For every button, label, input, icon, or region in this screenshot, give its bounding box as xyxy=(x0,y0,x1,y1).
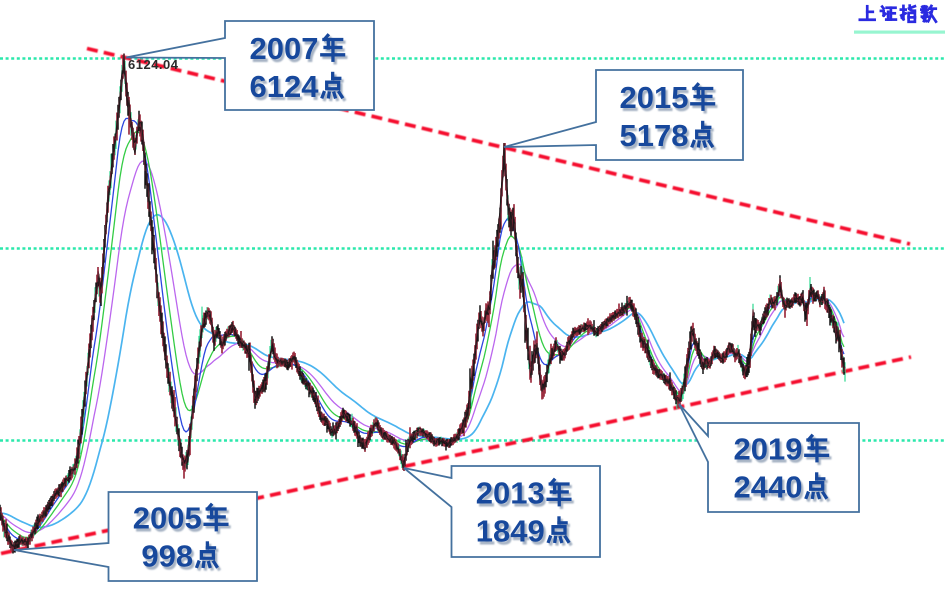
svg-text:1849: 1849 xyxy=(476,514,545,549)
svg-text:2005: 2005 xyxy=(135,503,204,538)
svg-text:6124: 6124 xyxy=(252,72,322,107)
svg-text:5178: 5178 xyxy=(622,121,691,156)
svg-text:998: 998 xyxy=(144,541,196,576)
svg-text:5178: 5178 xyxy=(620,118,689,153)
svg-text:2019: 2019 xyxy=(734,432,803,467)
svg-text:2007: 2007 xyxy=(250,31,319,66)
svg-text:2440: 2440 xyxy=(736,472,805,507)
svg-text:2005: 2005 xyxy=(133,501,202,536)
svg-text:2015: 2015 xyxy=(622,83,691,118)
svg-text:2440: 2440 xyxy=(734,470,803,505)
svg-text:2013: 2013 xyxy=(476,476,545,511)
svg-text:1849: 1849 xyxy=(478,516,547,551)
svg-text:2015: 2015 xyxy=(620,80,689,115)
svg-text:2019: 2019 xyxy=(736,434,805,469)
svg-text:998: 998 xyxy=(141,539,193,574)
svg-text:2007: 2007 xyxy=(252,34,321,69)
svg-text:6124: 6124 xyxy=(250,69,320,104)
svg-text:2013: 2013 xyxy=(478,478,547,513)
